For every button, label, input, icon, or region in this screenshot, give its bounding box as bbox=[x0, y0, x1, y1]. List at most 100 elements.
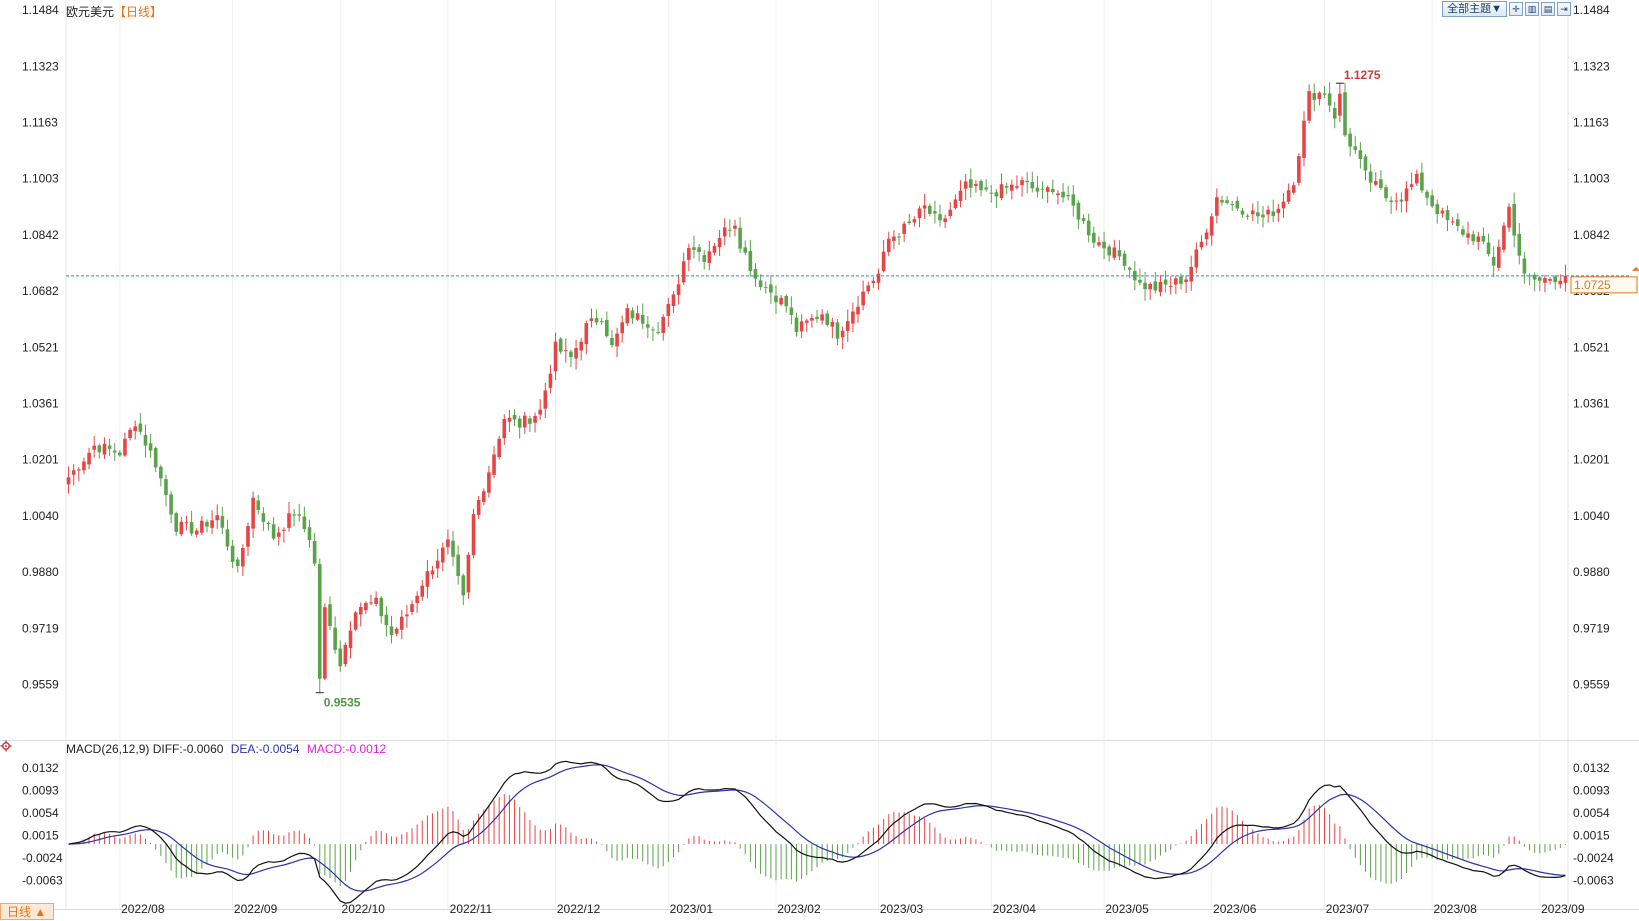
candle-body bbox=[410, 604, 414, 613]
candle-body bbox=[748, 250, 753, 272]
candle-body bbox=[430, 570, 435, 575]
candle-body bbox=[1343, 92, 1347, 136]
candle-body bbox=[266, 522, 271, 524]
candle-body bbox=[1297, 156, 1301, 183]
candle-body bbox=[241, 548, 245, 567]
candle-body bbox=[1522, 258, 1527, 274]
y-tick-label-left: 1.1323 bbox=[22, 59, 59, 73]
candle-body bbox=[733, 225, 737, 229]
high-marker-label: 1.1275 bbox=[1344, 68, 1381, 82]
candle-body bbox=[1563, 275, 1568, 283]
x-tick-label: 2023/04 bbox=[993, 902, 1037, 916]
chart-header: 欧元美元【日线】 bbox=[66, 3, 162, 20]
candle-body bbox=[174, 513, 179, 532]
candle-body bbox=[1225, 200, 1229, 203]
candle-body bbox=[676, 284, 681, 295]
dea-line bbox=[68, 764, 1566, 892]
candle-body bbox=[1163, 279, 1168, 285]
candle-body bbox=[1189, 266, 1194, 282]
candle-body bbox=[287, 513, 291, 528]
candle-body bbox=[999, 184, 1004, 199]
candle-body bbox=[1261, 214, 1265, 218]
candle-body bbox=[1276, 208, 1281, 214]
x-tick-label: 2023/06 bbox=[1213, 902, 1257, 916]
y-tick-label-left: 1.0682 bbox=[22, 284, 59, 298]
candle-body bbox=[148, 443, 153, 451]
candle-body bbox=[1384, 187, 1388, 199]
macd-tick-label-left: -0.0024 bbox=[22, 851, 63, 865]
macd-histogram-value: MACD:-0.0012 bbox=[306, 742, 387, 756]
y-tick-label-right: 1.1163 bbox=[1573, 115, 1609, 129]
candle-body bbox=[886, 238, 891, 253]
candle-body bbox=[369, 602, 373, 604]
crosshair-icon[interactable]: ✛ bbox=[1509, 2, 1523, 16]
candle-body bbox=[1327, 93, 1332, 106]
y-tick-label-left: 1.1003 bbox=[22, 171, 59, 185]
candle-body bbox=[292, 514, 296, 516]
candle-body bbox=[620, 322, 625, 334]
candle-body bbox=[1445, 210, 1450, 221]
gear-icon[interactable] bbox=[0, 740, 12, 752]
candle-body bbox=[692, 247, 696, 250]
candle-body bbox=[440, 547, 445, 563]
scroll-end-icon[interactable]: ⇥ bbox=[1557, 2, 1571, 16]
x-tick-label: 2022/08 bbox=[121, 902, 165, 916]
period-selector-button[interactable]: 日线 ▲ bbox=[0, 903, 54, 920]
zoom-in-icon[interactable]: ▥ bbox=[1525, 2, 1539, 16]
candle-body bbox=[758, 280, 763, 288]
candle-body bbox=[1086, 220, 1091, 236]
candle-body bbox=[128, 429, 132, 439]
candle-body bbox=[1040, 188, 1045, 190]
candle-body bbox=[461, 575, 466, 596]
candle-body bbox=[661, 316, 666, 334]
candle-body bbox=[963, 181, 968, 189]
candle-body bbox=[112, 450, 117, 453]
candle-body bbox=[1004, 186, 1009, 188]
candle-body bbox=[502, 419, 507, 439]
macd-tick-label-left: 0.0093 bbox=[22, 784, 59, 798]
candle-body bbox=[353, 612, 358, 630]
candle-body bbox=[702, 255, 707, 262]
candle-body bbox=[1486, 242, 1491, 255]
candle-body bbox=[820, 314, 824, 321]
candle-body bbox=[1112, 247, 1117, 258]
candle-body bbox=[481, 491, 486, 503]
x-tick-label: 2022/11 bbox=[450, 902, 493, 916]
y-tick-label-left: 0.9880 bbox=[22, 565, 59, 579]
macd-tick-label-right: 0.0132 bbox=[1573, 761, 1610, 775]
candle-body bbox=[589, 318, 594, 322]
candle-body bbox=[927, 205, 932, 214]
candle-body bbox=[753, 268, 758, 279]
candle-body bbox=[1250, 210, 1255, 215]
zoom-out-icon[interactable]: ▤ bbox=[1541, 2, 1555, 16]
candle-body bbox=[1066, 195, 1070, 197]
candle-body bbox=[1496, 246, 1501, 268]
candle-body bbox=[804, 320, 809, 323]
candle-body bbox=[364, 602, 368, 611]
theme-dropdown[interactable]: 全部主题▼ bbox=[1442, 1, 1507, 17]
y-tick-label-right: 0.9880 bbox=[1573, 565, 1610, 579]
candle-body bbox=[933, 211, 937, 214]
candle-body bbox=[200, 520, 204, 533]
candle-body bbox=[1532, 274, 1537, 280]
candle-body bbox=[1245, 215, 1250, 217]
candle-body bbox=[1373, 181, 1378, 185]
candle-body bbox=[953, 199, 958, 209]
candle-body bbox=[143, 434, 148, 446]
last-price-label: 1.0725 bbox=[1574, 278, 1611, 292]
candle-body bbox=[1409, 184, 1414, 187]
last-price-box bbox=[1570, 276, 1638, 294]
candle-body bbox=[866, 285, 871, 292]
candle-body bbox=[1440, 210, 1445, 214]
candle-body bbox=[1455, 219, 1460, 227]
x-tick-label: 2022/10 bbox=[342, 902, 386, 916]
candle-body bbox=[528, 418, 532, 424]
candle-body bbox=[220, 516, 225, 528]
candle-body bbox=[1291, 185, 1296, 193]
macd-tick-label-left: -0.0063 bbox=[22, 873, 63, 887]
candle-body bbox=[1051, 188, 1055, 193]
diff-line bbox=[68, 760, 1566, 904]
candle-body bbox=[728, 229, 732, 231]
candle-body bbox=[420, 585, 425, 597]
candle-body bbox=[1379, 179, 1383, 189]
